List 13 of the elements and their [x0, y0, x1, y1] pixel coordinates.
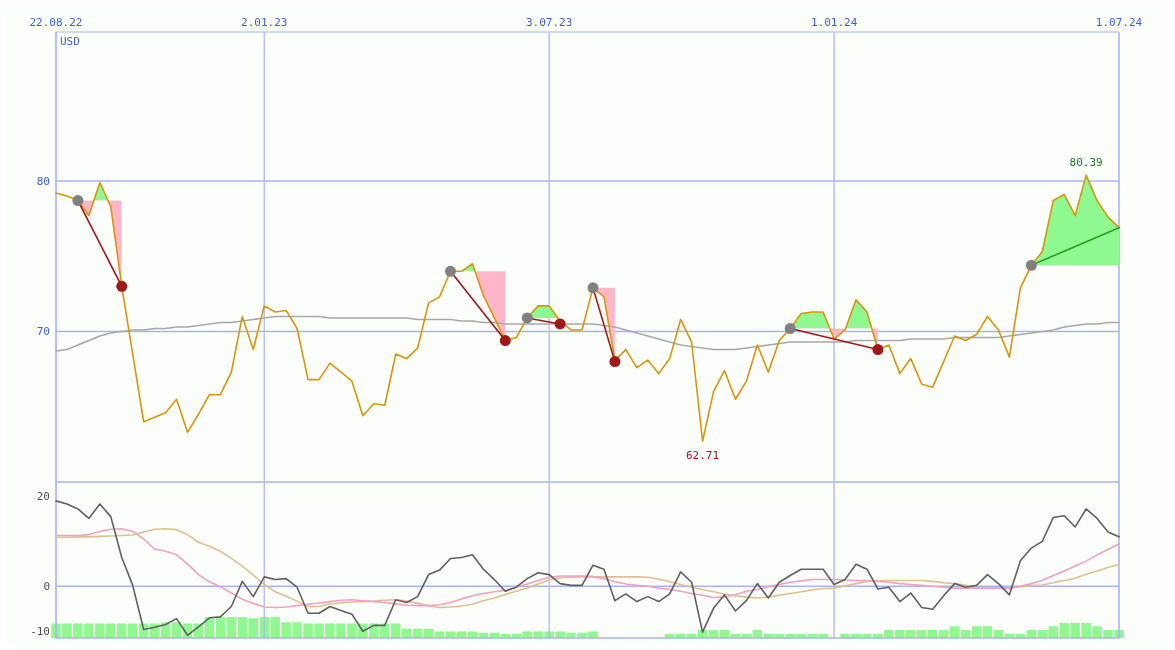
- y-tick-label: 70: [36, 325, 50, 339]
- x-tick-label: 1.01.24: [810, 16, 858, 29]
- annotation: 62.71: [686, 449, 720, 463]
- y-axis-title: USD: [60, 35, 80, 48]
- x-tick-label: 2.01.23: [241, 16, 288, 29]
- y-tick-label: 20: [36, 490, 50, 504]
- annotation: 80.39: [1069, 156, 1103, 170]
- x-tick-label: 22.08.22: [29, 16, 83, 29]
- x-tick-label: 3.07.23: [525, 16, 573, 29]
- y-tick-label: 80: [36, 174, 50, 188]
- x-tick-label: 1.07.24: [1095, 16, 1143, 29]
- y-tick-label: 0: [43, 580, 50, 594]
- y-tick-label: -10: [30, 625, 50, 639]
